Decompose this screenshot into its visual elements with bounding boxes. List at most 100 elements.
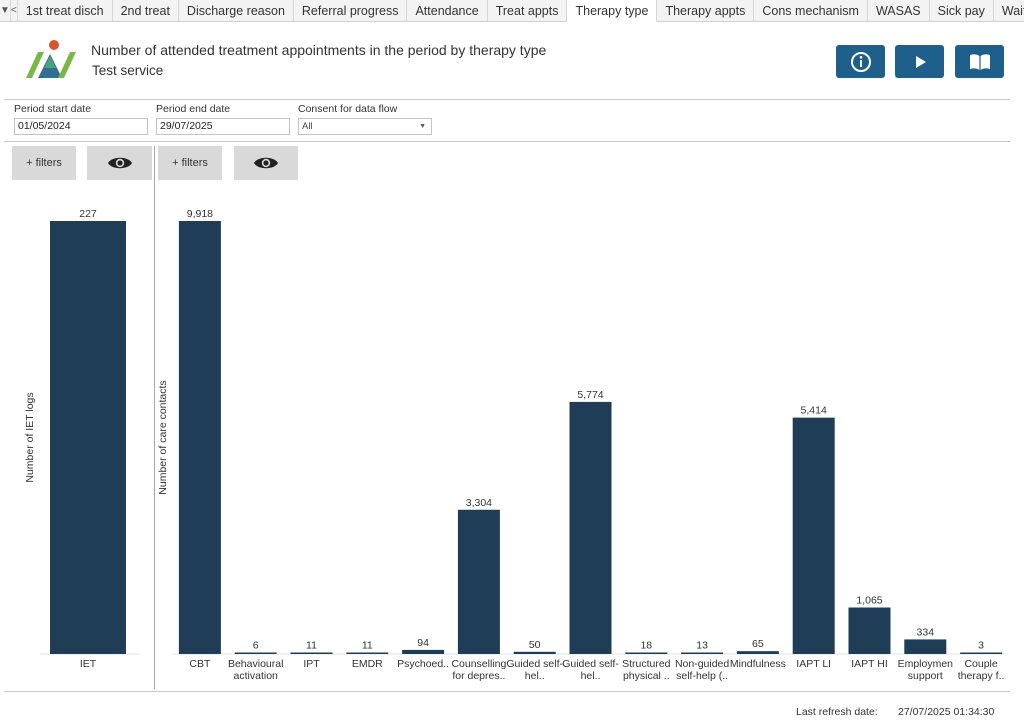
tab-1st-treat-disch[interactable]: 1st treat disch [18,0,113,21]
page-title: Number of attended treatment appointment… [91,42,547,58]
info-button[interactable] [836,45,885,78]
bar[interactable] [569,401,612,654]
bar[interactable] [50,221,126,654]
play-button[interactable] [895,45,944,78]
x-tick-label: Guided self- [562,658,619,670]
refresh-value: 27/07/2025 01:34:30 [898,706,995,718]
consent-select[interactable]: All ▼ [298,118,432,135]
y-axis-label: Number of care contacts [157,380,169,494]
tab-wasas[interactable]: WASAS [868,0,930,21]
tab-cons-mechanism[interactable]: Cons mechanism [754,0,868,21]
end-date-input[interactable]: 29/07/2025 [156,118,290,135]
x-tick-label: physical .. [623,670,670,682]
consent-label: Consent for data flow [298,103,398,115]
x-tick-label: IAPT HI [851,658,888,670]
data-label: 6 [253,640,259,652]
footer-divider [4,691,1010,692]
refresh-label: Last refresh date: [796,706,878,718]
x-tick-label: therapy f.. [958,670,1005,682]
x-tick-label: IAPT LI [796,658,831,670]
data-label: 9,918 [187,208,213,220]
data-label: 227 [79,208,97,220]
bar[interactable] [402,649,445,654]
bar[interactable] [736,651,779,654]
x-tick-label: Non-guided [675,658,729,670]
x-tick-label: Behavioural [228,658,283,670]
tab-scroll-left-icon[interactable]: < [11,0,18,21]
x-tick-label: activation [234,670,279,682]
tab-attendance[interactable]: Attendance [407,0,488,21]
data-label: 5,774 [577,389,603,401]
start-date-label: Period start date [14,103,92,115]
bar[interactable] [290,652,333,655]
tab-sick-pay[interactable]: Sick pay [930,0,994,21]
right-filters-button[interactable]: + filters [158,146,222,180]
eye-icon [254,157,278,169]
tab-treat-appts[interactable]: Treat appts [488,0,568,21]
tab-therapy-type[interactable]: Therapy type [567,0,658,22]
chart-divider [154,146,155,689]
info-icon [850,51,871,72]
data-label: 13 [696,640,708,652]
tab-wait[interactable]: Wait [994,0,1024,21]
x-tick-label: Structured [622,658,671,670]
eye-icon [107,157,132,169]
book-icon [969,53,990,70]
data-label: 11 [362,640,373,652]
left-eye-button[interactable] [87,146,152,180]
bar[interactable] [848,607,891,654]
tab-list: 1st treat disch 2nd treat Discharge reason… [18,0,1024,22]
x-tick-label: Guided self- [506,658,563,670]
start-date-input[interactable]: 01/05/2024 [14,118,148,135]
tab-bar: ▼ < 1st treat disch 2nd treat Discharge re… [0,0,1024,22]
tab-referral-progress[interactable]: Referral progress [294,0,408,21]
data-label: 3 [978,640,984,652]
data-label: 65 [752,638,764,650]
x-tick-label: Employmen [898,658,954,670]
x-tick-label: EMDR [352,658,383,670]
tab-discharge-reason[interactable]: Discharge reason [179,0,294,21]
bar[interactable] [792,417,835,654]
y-axis-label: Number of IET logs [24,392,36,482]
tab-therapy-appts[interactable]: Therapy appts [657,0,755,21]
data-label: 50 [529,639,541,651]
bar[interactable] [178,221,221,654]
x-tick-label: Couple [964,658,997,670]
service-logo [24,38,78,80]
bar[interactable] [625,652,668,655]
bar[interactable] [904,639,947,654]
data-label: 11 [306,640,317,652]
params-divider [4,141,1010,142]
x-tick-label: CBT [189,658,211,670]
chevron-down-icon: ▼ [419,123,426,130]
data-label: 5,414 [801,405,827,417]
bar[interactable] [513,651,556,654]
x-tick-label: IET [80,658,97,670]
x-tick-label: hel.. [525,670,545,682]
bar[interactable] [960,652,1003,655]
data-label: 334 [917,626,935,638]
end-date-label: Period end date [156,103,231,115]
data-label: 3,304 [466,497,492,509]
x-tick-label: support [908,670,943,682]
x-tick-label: Psychoed.. [397,658,449,670]
tab-menu-chevron-down-icon[interactable]: ▼ [0,0,11,21]
consent-select-value: All [302,121,313,132]
x-tick-label: IPT [303,658,320,670]
data-label: 94 [417,637,429,649]
data-label: 1,065 [856,595,882,607]
bar[interactable] [346,652,389,655]
right-eye-button[interactable] [234,146,298,180]
bar[interactable] [681,652,724,655]
left-filters-button[interactable]: + filters [12,146,76,180]
x-tick-label: Mindfulness [730,658,786,670]
data-label: 18 [640,640,652,652]
page-subtitle: Test service [92,63,164,78]
bar[interactable] [457,509,500,654]
x-tick-label: Counselling [451,658,506,670]
bar[interactable] [234,652,277,655]
x-tick-label: hel.. [581,670,601,682]
guide-button[interactable] [955,45,1004,78]
tab-2nd-treat[interactable]: 2nd treat [113,0,179,21]
